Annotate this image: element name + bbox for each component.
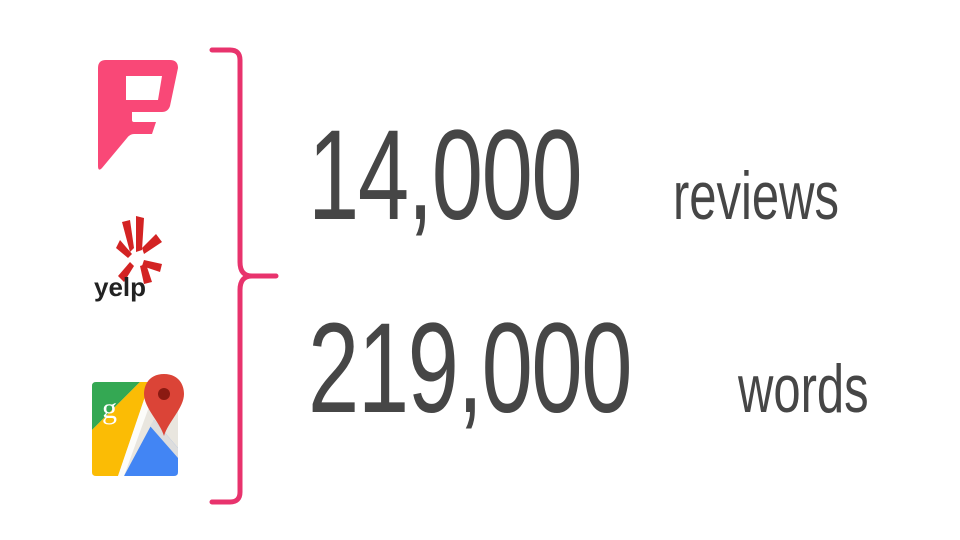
map-tile <box>92 382 178 476</box>
words-label: words <box>738 351 869 427</box>
google-g-letter: g <box>102 392 117 425</box>
map-pin-icon <box>144 374 184 436</box>
yelp-logo-icon: yelp <box>94 216 162 302</box>
stat-row-reviews: 14,000 reviews <box>308 112 904 240</box>
reviews-label: reviews <box>673 158 839 234</box>
words-count: 219,000 <box>308 297 632 440</box>
yelp-wordmark: yelp <box>94 272 146 302</box>
yelp-burst-icon <box>116 216 162 284</box>
bracket-icon <box>209 47 279 505</box>
google-maps-logo-icon: g <box>92 374 184 476</box>
foursquare-logo-shape <box>98 60 178 170</box>
bracket-path <box>209 47 279 505</box>
reviews-count: 14,000 <box>308 104 583 247</box>
stat-row-words: 219,000 words <box>308 305 919 433</box>
foursquare-logo-icon <box>98 60 178 170</box>
